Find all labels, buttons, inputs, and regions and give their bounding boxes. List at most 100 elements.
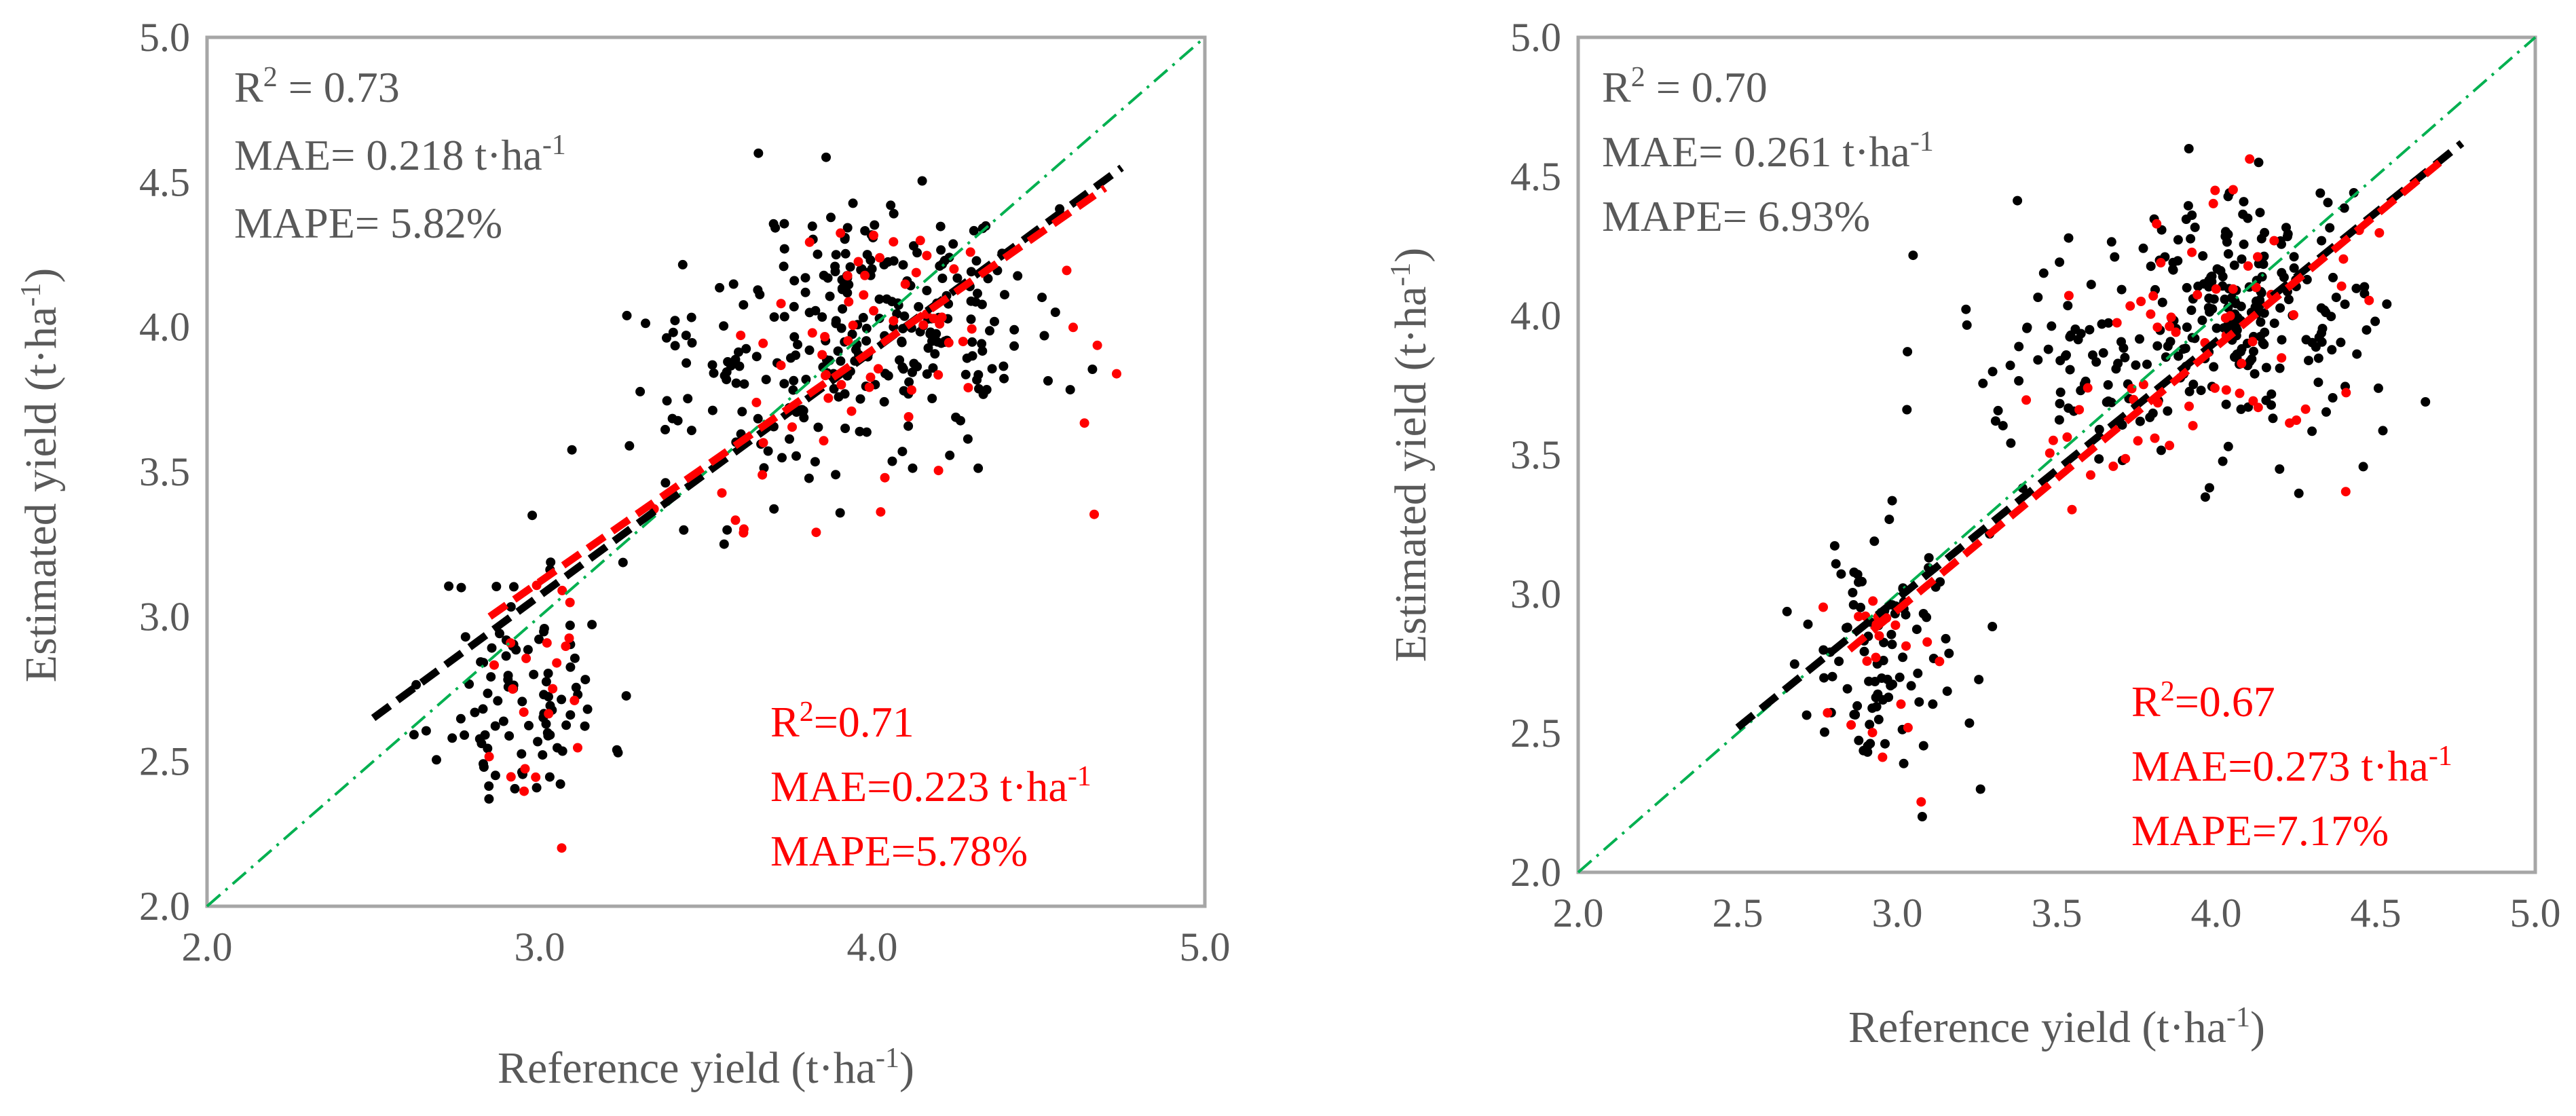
left-point-all-285 [1013, 271, 1023, 281]
right-point-all-154 [2249, 346, 2258, 356]
left-point-all-244 [931, 329, 941, 339]
right-point-all-112 [2352, 349, 2362, 359]
right-point-all-182 [2311, 342, 2321, 352]
right-r2-all: R2 = 0.70 [1602, 62, 1768, 111]
right-point-all-364 [2055, 387, 2066, 397]
left-point-subset-57 [944, 337, 954, 348]
right-point-all-273 [2279, 272, 2289, 282]
right-point-subset-21 [1901, 641, 1911, 651]
right-point-all-370 [2061, 351, 2070, 361]
left-plot-frame [205, 35, 1207, 908]
left-point-subset-65 [820, 332, 830, 341]
left-point-all-158 [898, 260, 908, 270]
right-point-subset-64 [2364, 295, 2374, 305]
left-point-all-310 [837, 283, 847, 293]
right-point-all-14 [1899, 758, 1909, 768]
right-point-all-126 [2218, 456, 2228, 466]
left-point-all-139 [874, 314, 884, 324]
left-y-tick-0: 2.0 [139, 884, 190, 929]
left-point-subset-28 [875, 253, 884, 263]
right-point-all-191 [2110, 252, 2120, 262]
right-point-all-95 [2120, 352, 2130, 362]
left-point-subset-52 [846, 406, 857, 416]
left-point-all-149 [904, 377, 914, 387]
left-x-tick-1: 3.0 [515, 925, 565, 969]
right-point-all-47 [1829, 541, 1840, 551]
right-point-all-84 [1849, 709, 1859, 720]
left-r2-all: R2 = 0.73 [234, 62, 400, 111]
right-point-all-345 [1990, 416, 2000, 426]
right-point-all-360 [2022, 323, 2032, 333]
left-point-all-207 [789, 301, 799, 312]
left-point-subset-87 [787, 422, 797, 432]
left-point-subset-78 [811, 527, 821, 538]
left-point-all-58 [504, 731, 515, 741]
left-point-all-76 [479, 658, 489, 668]
right-point-all-307 [2226, 293, 2237, 303]
right-point-all-375 [1987, 367, 1998, 377]
left-point-all-278 [865, 255, 876, 265]
left-point-all-80 [539, 627, 549, 637]
left-point-all-100 [804, 345, 815, 355]
left-mape-subset: MAPE=5.78% [770, 827, 1028, 875]
left-point-all-296 [819, 270, 829, 280]
left-point-subset-23 [873, 364, 883, 374]
left-point-all-226 [936, 245, 946, 255]
left-point-all-359 [679, 525, 689, 535]
right-y-tick-6: 5.0 [1510, 15, 1561, 60]
left-point-all-234 [874, 294, 884, 304]
right-point-subset-77 [2083, 383, 2093, 393]
right-point-subset-16 [1874, 631, 1884, 641]
right-point-all-333 [2043, 344, 2053, 354]
right-point-all-52 [1886, 629, 1897, 639]
right-point-all-76 [1987, 622, 1998, 631]
right-point-all-92 [1852, 701, 1863, 711]
right-point-all-42 [1974, 675, 1984, 685]
right-point-all-135 [2275, 464, 2285, 474]
right-point-all-206 [2281, 223, 2291, 233]
right-point-subset-18 [1854, 612, 1864, 622]
right-point-subset-42 [2188, 421, 2198, 431]
right-point-all-28 [1922, 612, 1932, 622]
left-point-all-59 [490, 770, 500, 781]
left-point-all-28 [557, 694, 567, 705]
right-point-all-243 [2302, 274, 2312, 284]
right-lines [1577, 36, 2537, 874]
left-point-all-277 [821, 152, 831, 162]
left-point-all-54 [523, 645, 533, 655]
left-point-all-134 [677, 259, 688, 269]
left-chart-panel: 2.0 2.5 3.0 3.5 4.0 4.5 5.0 2.0 3.0 4.0 5.0 Refer… [16, 15, 1231, 1093]
left-point-subset-86 [739, 524, 749, 534]
left-x-tick-0: 2.0 [182, 925, 233, 969]
right-point-all-41 [1782, 606, 1792, 616]
right-point-all-188 [2211, 323, 2222, 333]
left-point-subset-8 [573, 743, 582, 753]
left-point-subset-69 [907, 385, 916, 395]
right-point-all-5 [1928, 699, 1938, 709]
right-point-all-208 [2063, 301, 2073, 311]
left-point-all-103 [779, 219, 789, 229]
right-point-all-223 [2321, 407, 2331, 417]
right-point-all-196 [2205, 483, 2214, 493]
left-point-all-38 [580, 721, 590, 731]
right-point-all-351 [1903, 347, 1913, 357]
left-point-all-35 [474, 734, 485, 744]
left-point-all-186 [930, 349, 940, 359]
right-y-tick-4: 4.0 [1510, 293, 1561, 338]
left-point-all-118 [789, 332, 800, 342]
left-point-all-229 [999, 373, 1009, 384]
left-point-all-62 [411, 680, 422, 690]
left-point-all-228 [969, 225, 979, 236]
left-point-subset-6 [561, 641, 571, 651]
left-point-all-78 [509, 582, 519, 592]
right-point-all-133 [2186, 234, 2196, 244]
left-point-all-41 [541, 677, 551, 687]
left-r2-subset: R2=0.71 [770, 696, 914, 746]
right-point-subset-9 [1896, 699, 1906, 709]
left-point-all-141 [945, 450, 955, 460]
left-point-subset-49 [1112, 369, 1121, 379]
left-point-subset-11 [542, 638, 552, 648]
left-point-all-14 [479, 759, 488, 769]
left-point-all-295 [835, 508, 845, 518]
right-point-all-142 [2131, 360, 2141, 370]
